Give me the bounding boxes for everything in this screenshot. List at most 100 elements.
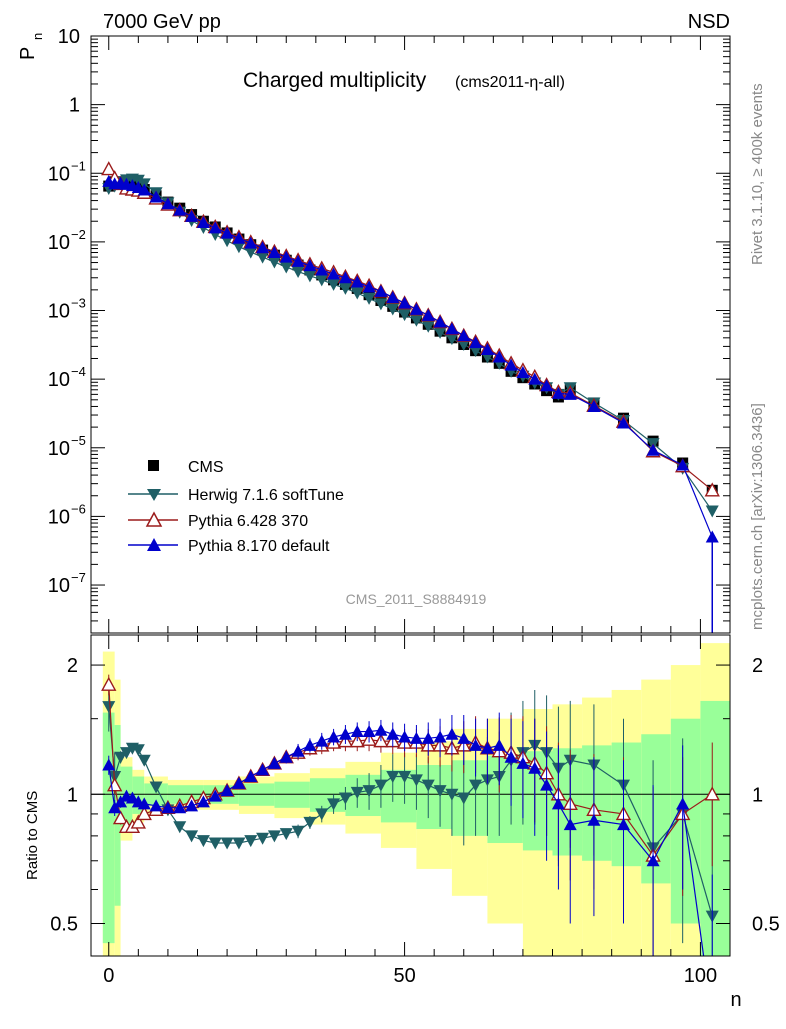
main-point-pythia-8-170-default — [409, 302, 423, 315]
main-point-herwig-7-1-6-softtune — [315, 274, 329, 287]
main-point-pythia-8-170-default — [398, 296, 412, 309]
ratio-band-inner — [102, 712, 115, 944]
main-y-tick-label: 1 — [69, 95, 80, 117]
main-point-herwig-7-1-6-softtune — [350, 287, 364, 300]
legend-entry-herwig: Herwig 7.1.6 softTune — [128, 487, 344, 504]
ratio-point-herwig-7-1-6-softtune — [327, 798, 341, 811]
ratio-panel: 2 2 1 1 0.5 0.5 0 50 100 Ratio to CMS n — [24, 36, 780, 1011]
main-y-tick-exponent: −1 — [71, 158, 86, 173]
source-info-label: mcplots.cern.ch [arXiv:1306.3436] — [749, 403, 766, 630]
main-point-pythia-6-428-370 — [704, 482, 720, 497]
main-point-pythia-8-170-default — [137, 183, 151, 196]
main-point-pythia-8-170-default — [267, 246, 281, 259]
legend-label-cms: CMS — [188, 459, 224, 476]
ratio-point-pythia-8-170-default — [149, 799, 163, 812]
main-point-pythia-8-170-default — [256, 241, 270, 254]
ratio-point-pythia-8-170-default — [457, 731, 471, 744]
main-point-herwig-7-1-6-softtune — [457, 338, 471, 351]
legend-marker-pythia8 — [147, 538, 161, 551]
ratio-band-inner — [451, 760, 488, 836]
ratio-point-pythia-8-170-default — [617, 818, 630, 831]
ratio-point-pythia-8-170-default — [433, 730, 447, 743]
ratio-series-layer — [101, 674, 720, 956]
main-y-tick-label: 10 — [48, 163, 70, 185]
ratio-point-pythia-8-170-default — [338, 727, 352, 740]
ratio-y-tick-label-right: 1 — [752, 784, 763, 806]
ratio-point-pythia-8-170-default — [303, 738, 317, 751]
main-point-pythia-8-170-default — [185, 209, 199, 222]
main-point-pythia-8-170-default — [208, 221, 222, 234]
ratio-point-pythia-8-170-default — [516, 756, 530, 769]
ratio-point-herwig-7-1-6-softtune — [149, 781, 163, 794]
ratio-y-tick-label-right: 2 — [752, 655, 763, 677]
main-point-herwig-7-1-6-softtune — [705, 505, 719, 518]
ratio-point-herwig-7-1-6-softtune — [386, 771, 400, 784]
main-point-pythia-8-170-default — [374, 284, 388, 297]
main-y-tick-exponent: −7 — [71, 570, 86, 585]
main-y-tick-label: 10 — [58, 26, 80, 48]
ratio-point-herwig-7-1-6-softtune — [173, 821, 187, 834]
main-y-tick-label: 10 — [48, 369, 70, 391]
main-point-herwig-7-1-6-softtune — [374, 298, 388, 311]
main-point-pythia-8-170-default — [196, 215, 210, 228]
ratio-point-pythia-8-170-default — [551, 797, 565, 810]
ratio-point-pythia-8-170-default — [161, 801, 175, 814]
ratio-point-pythia-8-170-default — [291, 744, 305, 757]
ratio-point-herwig-7-1-6-softtune — [350, 786, 364, 799]
legend-entry-cms: CMS — [148, 459, 224, 476]
ratio-point-herwig-7-1-6-softtune — [185, 830, 199, 843]
main-point-herwig-7-1-6-softtune — [291, 266, 305, 279]
main-y-tick-exponent: −4 — [71, 364, 86, 379]
ratio-point-pythia-8-170-default — [327, 730, 341, 743]
main-y-tick-exponent: −6 — [71, 501, 86, 516]
process-label: NSD — [688, 11, 730, 33]
ratio-point-herwig-7-1-6-softtune — [232, 837, 246, 850]
main-y-tick-exponent: −3 — [71, 296, 86, 311]
ratio-y-axis-label: Ratio to CMS — [24, 791, 41, 880]
main-frame — [90, 35, 731, 634]
ratio-point-herwig-7-1-6-softtune — [131, 744, 145, 757]
ratio-band-inner — [132, 776, 145, 814]
ratio-point-herwig-7-1-6-softtune — [398, 771, 412, 784]
watermark-label: CMS_2011_S8884919 — [346, 591, 487, 607]
ratio-point-pythia-8-170-default — [646, 854, 660, 867]
ratio-band-inner — [611, 742, 642, 867]
ratio-band-inner — [416, 765, 452, 830]
main-y-tick-label: 10 — [48, 575, 70, 597]
main-point-pythia-8-170-default — [362, 280, 376, 293]
main-point-herwig-7-1-6-softtune — [244, 246, 258, 259]
ratio-point-herwig-7-1-6-softtune — [469, 779, 483, 792]
main-y-tick-label: 10 — [48, 438, 70, 460]
ratio-point-herwig-7-1-6-softtune — [409, 774, 423, 787]
main-point-herwig-7-1-6-softtune — [131, 174, 145, 187]
ratio-point-pythia-6-428-370 — [101, 676, 117, 691]
main-panel: Charged multiplicity (cms2011-η-all) CMS… — [17, 26, 731, 634]
ratio-point-pythia-8-170-default — [540, 778, 554, 791]
main-point-pythia-8-170-default — [492, 350, 506, 363]
main-title: Charged multiplicity — [243, 69, 427, 92]
ratio-point-pythia-8-170-default — [196, 795, 210, 808]
ratio-point-pythia-6-428-370 — [130, 814, 147, 829]
ratio-band-inner — [700, 700, 730, 956]
legend-marker-pythia6 — [145, 511, 163, 527]
main-point-pythia-8-170-default — [587, 399, 601, 412]
ratio-point-herwig-7-1-6-softtune — [102, 701, 116, 714]
main-point-pythia-8-170-default — [232, 231, 246, 244]
ratio-point-pythia-6-428-370 — [704, 786, 720, 801]
ratio-point-herwig-7-1-6-softtune — [114, 751, 128, 764]
ratio-y-tick-label: 2 — [67, 655, 78, 677]
main-point-pythia-8-170-default — [149, 190, 163, 203]
main-point-pythia-8-170-default — [540, 379, 554, 392]
main-point-pythia-8-170-default — [279, 250, 293, 263]
ratio-y-tick-label: 0.5 — [50, 913, 78, 935]
ratio-point-pythia-8-170-default — [398, 730, 412, 743]
ratio-band-inner — [487, 755, 523, 844]
main-point-pythia-8-170-default — [173, 203, 187, 216]
ratio-point-herwig-7-1-6-softtune — [445, 788, 459, 801]
ratio-point-herwig-7-1-6-softtune — [433, 785, 447, 798]
ratio-point-pythia-8-170-default — [315, 734, 329, 747]
legend-label-pythia8: Pythia 8.170 default — [188, 538, 330, 555]
main-point-pythia-8-170-default — [469, 336, 483, 349]
ratio-y-ticks: 2 2 1 1 0.5 0.5 — [50, 655, 780, 935]
